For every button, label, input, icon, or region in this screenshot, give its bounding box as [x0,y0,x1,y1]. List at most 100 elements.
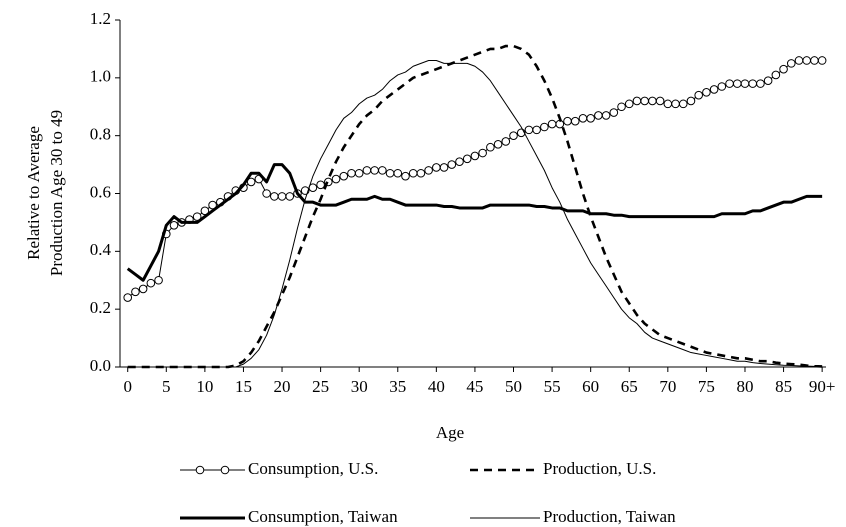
point [532,125,541,135]
point [632,96,642,106]
point [432,163,441,172]
x-tick-label: 75 [698,377,715,396]
point [709,85,719,94]
x-tick-label: 20 [274,377,291,396]
point [640,96,649,106]
x-tick-label: 45 [466,377,483,396]
point [331,174,341,184]
series-line [127,59,823,299]
x-axis-label: Age [436,423,464,442]
point [740,79,750,88]
y-tick-label: 0.0 [90,356,111,375]
point [439,163,449,172]
x-tick-label: 40 [428,377,445,396]
point [478,148,487,158]
point [732,79,742,88]
point [486,142,495,152]
point [563,116,572,126]
point [146,278,156,288]
series-line [127,59,823,368]
legend-label: Production, U.S. [543,459,656,478]
point [509,131,518,140]
point [208,200,217,210]
x-tick-label: 80 [736,377,753,396]
point [779,64,788,74]
point [316,180,325,190]
point [655,96,665,106]
point [624,99,634,109]
point [586,114,595,123]
point [339,171,349,181]
point [663,99,673,109]
point [540,122,549,132]
point [771,70,781,80]
point [370,166,379,175]
point [748,79,757,88]
series-line [127,44,823,369]
point [385,168,395,178]
point [671,99,680,109]
point [362,166,372,175]
point [686,96,696,106]
x-tick-label: 15 [235,377,252,396]
point [378,166,387,175]
y-tick-label: 1.0 [90,67,111,86]
point [470,151,480,161]
point [756,79,765,88]
point [601,111,611,120]
y-tick-label: 1.2 [90,9,111,28]
point [493,140,503,149]
point [678,99,688,109]
point [455,157,464,166]
point [424,166,433,175]
y-tick-label: 0.2 [90,298,111,317]
point [802,56,812,65]
point [270,192,279,201]
point [547,119,557,129]
point [401,171,410,181]
point [447,160,457,169]
x-tick-label: 0 [123,377,132,396]
point [524,125,534,135]
point [416,168,426,178]
point [570,116,580,126]
x-tick-label: 55 [544,377,561,396]
series-line [126,163,823,282]
point [594,111,603,120]
y-tick-label: 0.4 [90,240,112,259]
point [786,59,796,68]
point [648,96,657,106]
point [763,76,773,86]
y-tick-label: 0.6 [90,182,111,201]
point [123,293,133,302]
point [725,79,734,88]
point [200,206,210,216]
y-axis-label: Relative to Average [24,126,43,260]
x-tick-label: 60 [582,377,599,396]
point [817,56,827,65]
point [702,87,711,97]
point [694,90,703,100]
x-tick-label: 35 [389,377,406,396]
point [717,82,727,91]
point [408,168,418,178]
point [609,108,619,117]
x-tick-label: 85 [775,377,792,396]
point [277,192,287,201]
y-tick-label: 0.8 [90,125,111,144]
x-tick-label: 90+ [809,377,836,396]
point [154,275,163,285]
x-tick-label: 50 [505,377,522,396]
point [169,221,179,230]
point [617,102,626,112]
x-tick-label: 70 [659,377,676,396]
point [192,212,202,221]
point [262,189,271,198]
point [138,284,148,294]
point [347,168,356,178]
point [354,168,364,178]
legend-label: Consumption, Taiwan [248,507,398,526]
x-tick-label: 65 [621,377,638,396]
point [246,177,256,187]
